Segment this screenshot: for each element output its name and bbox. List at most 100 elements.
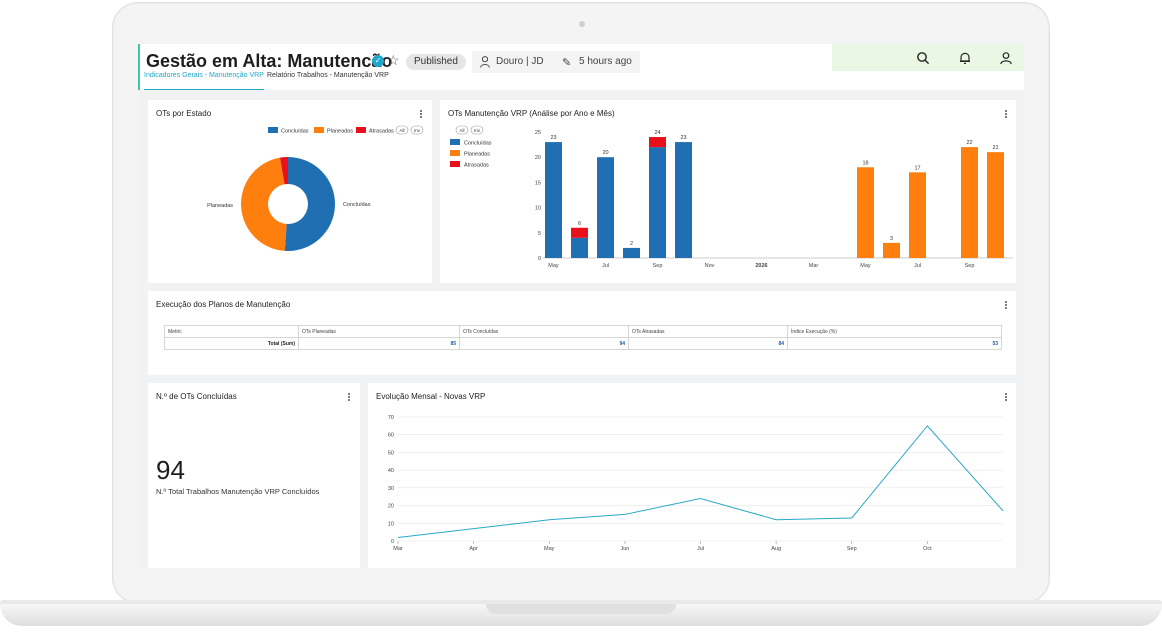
kebab-menu-icon[interactable]: [1005, 301, 1007, 310]
card-title: Evolução Mensal - Novas VRP: [376, 392, 486, 401]
legend-swatch[interactable]: [450, 139, 460, 145]
legend-label[interactable]: Atrasadas: [464, 163, 489, 169]
legend-swatch[interactable]: [356, 127, 366, 133]
donut-slice-2[interactable]: [241, 157, 287, 251]
bar-data-label: 6: [578, 221, 581, 227]
legend-button[interactable]: [470, 125, 484, 135]
bar-segment[interactable]: [675, 142, 692, 258]
bar-segment[interactable]: [961, 147, 978, 258]
table-cell: 53: [787, 337, 1002, 350]
bar-segment[interactable]: [623, 247, 640, 258]
laptop-notch: [486, 604, 676, 614]
table-cell: 94: [459, 337, 629, 350]
search-icon[interactable]: [916, 51, 930, 65]
legend-swatch[interactable]: [268, 127, 278, 133]
bar-segment[interactable]: [649, 147, 666, 258]
bell-icon[interactable]: [958, 51, 972, 65]
edit-icon: ✎: [562, 57, 572, 69]
dashboard-screen: Gestão em Alta: Manutencão ✓ ☆ Published…: [138, 44, 1024, 568]
bar-segment[interactable]: [545, 142, 562, 258]
camera-icon: [579, 21, 585, 27]
x-tick-label: Mar: [809, 263, 819, 269]
y-tick-label: 10: [535, 206, 541, 212]
donut-chart: Concluídas Planeadas Atrasadas All Inv Concl…: [207, 125, 424, 251]
bar-data-label: 22: [966, 140, 972, 146]
donut-slice-1[interactable]: [284, 157, 336, 251]
legend-swatch[interactable]: [314, 127, 324, 133]
tab-relatorio-trabalhos[interactable]: Relatório Trabalhos - Manutenção VRP: [267, 72, 389, 79]
legend-swatch[interactable]: [450, 150, 460, 156]
y-tick-label: 0: [391, 539, 394, 545]
x-tick-label: Mar: [393, 546, 403, 552]
bar-segment[interactable]: [857, 167, 874, 258]
card-ots-concluidas: N.º de OTs Concluídas 94 N.º Total Traba…: [148, 383, 360, 568]
legend-label[interactable]: Atrasadas: [369, 129, 394, 135]
kebab-menu-icon[interactable]: [348, 393, 350, 402]
series-line[interactable]: [397, 425, 1004, 538]
bar-segment[interactable]: [649, 137, 666, 148]
x-tick-label: Jun: [620, 546, 629, 552]
bar-data-label: 23: [680, 135, 686, 141]
status-badge[interactable]: Published: [406, 54, 466, 70]
account-icon[interactable]: [999, 51, 1013, 65]
bar-data-label: 3: [890, 236, 893, 242]
bar-segment[interactable]: [909, 172, 926, 258]
legend-button-label: All: [399, 128, 404, 133]
y-tick-label: 0: [538, 256, 541, 262]
y-tick-label: 70: [388, 415, 394, 421]
table-header-cell[interactable]: OTs Atrasadas: [628, 325, 788, 338]
legend-label[interactable]: Concluídas: [281, 129, 309, 135]
table-header-cell[interactable]: OTs Concluídas: [459, 325, 629, 338]
user-icon: [480, 56, 490, 68]
legend-button[interactable]: [395, 125, 409, 135]
y-tick-label: 20: [535, 155, 541, 161]
bar-data-label: 24: [654, 130, 660, 136]
x-tick-label: Aug: [771, 546, 781, 552]
card-ots-mensal: OTs Manutenção VRP (Análise por Ano e Mê…: [440, 100, 1016, 283]
bar-data-label: 21: [992, 145, 998, 151]
table-header-cell[interactable]: OTs Planeadas: [298, 325, 460, 338]
toolbar-right: [832, 44, 1024, 71]
kebab-menu-icon[interactable]: [420, 110, 422, 119]
table-row-label: Total (Sum): [164, 337, 299, 350]
x-tick-label: 2026: [755, 263, 767, 269]
legend-label[interactable]: Planeadas: [327, 129, 353, 135]
kebab-menu-icon[interactable]: [1005, 393, 1007, 402]
tab-indicadores-gerais[interactable]: Indicadores Gerais - Manutenção VRP: [144, 72, 264, 90]
x-tick-label: Jul: [697, 546, 704, 552]
bar-data-label: 20: [602, 150, 608, 156]
legend-button[interactable]: [410, 125, 424, 135]
y-tick-label: 10: [388, 521, 394, 527]
y-tick-label: 50: [388, 450, 394, 456]
legend-label[interactable]: Planeadas: [464, 152, 490, 158]
dashboard-header: Gestão em Alta: Manutencão ✓ ☆ Published…: [138, 44, 1024, 90]
card-title: N.º de OTs Concluídas: [156, 392, 237, 401]
donut-slice-3[interactable]: [280, 157, 288, 185]
table-row: Total (Sum) 85 94 84 53: [164, 337, 1002, 350]
x-tick-label: May: [860, 263, 871, 269]
star-icon[interactable]: ☆: [387, 52, 400, 68]
table-header-cell[interactable]: Índice Execução (%): [787, 325, 1002, 338]
x-tick-label: May: [544, 546, 555, 552]
legend-button-label: Inv: [414, 128, 421, 133]
dashboard-title: Gestão em Alta: Manutencão: [146, 51, 393, 71]
bar-segment[interactable]: [571, 237, 588, 258]
y-tick-label: 40: [388, 468, 394, 474]
bar-segment[interactable]: [883, 242, 900, 258]
legend-label[interactable]: Concluídas: [464, 141, 492, 147]
card-title: Execução dos Planos de Manutenção: [156, 300, 291, 309]
legend-swatch[interactable]: [450, 161, 460, 167]
y-tick-label: 30: [388, 486, 394, 492]
x-tick-label: Jul: [602, 263, 609, 269]
bar-segment[interactable]: [597, 157, 614, 258]
verified-icon: ✓: [372, 55, 384, 67]
legend-button[interactable]: [455, 125, 469, 135]
x-tick-label: Oct: [923, 546, 932, 552]
slice-label: Planeadas: [207, 203, 233, 209]
bar-data-label: 17: [914, 165, 920, 171]
bar-segment[interactable]: [571, 227, 588, 238]
bar-segment[interactable]: [987, 152, 1004, 258]
table-header-cell[interactable]: Metric: [164, 325, 299, 338]
kebab-menu-icon[interactable]: [1005, 110, 1007, 119]
y-tick-label: 25: [535, 130, 541, 136]
